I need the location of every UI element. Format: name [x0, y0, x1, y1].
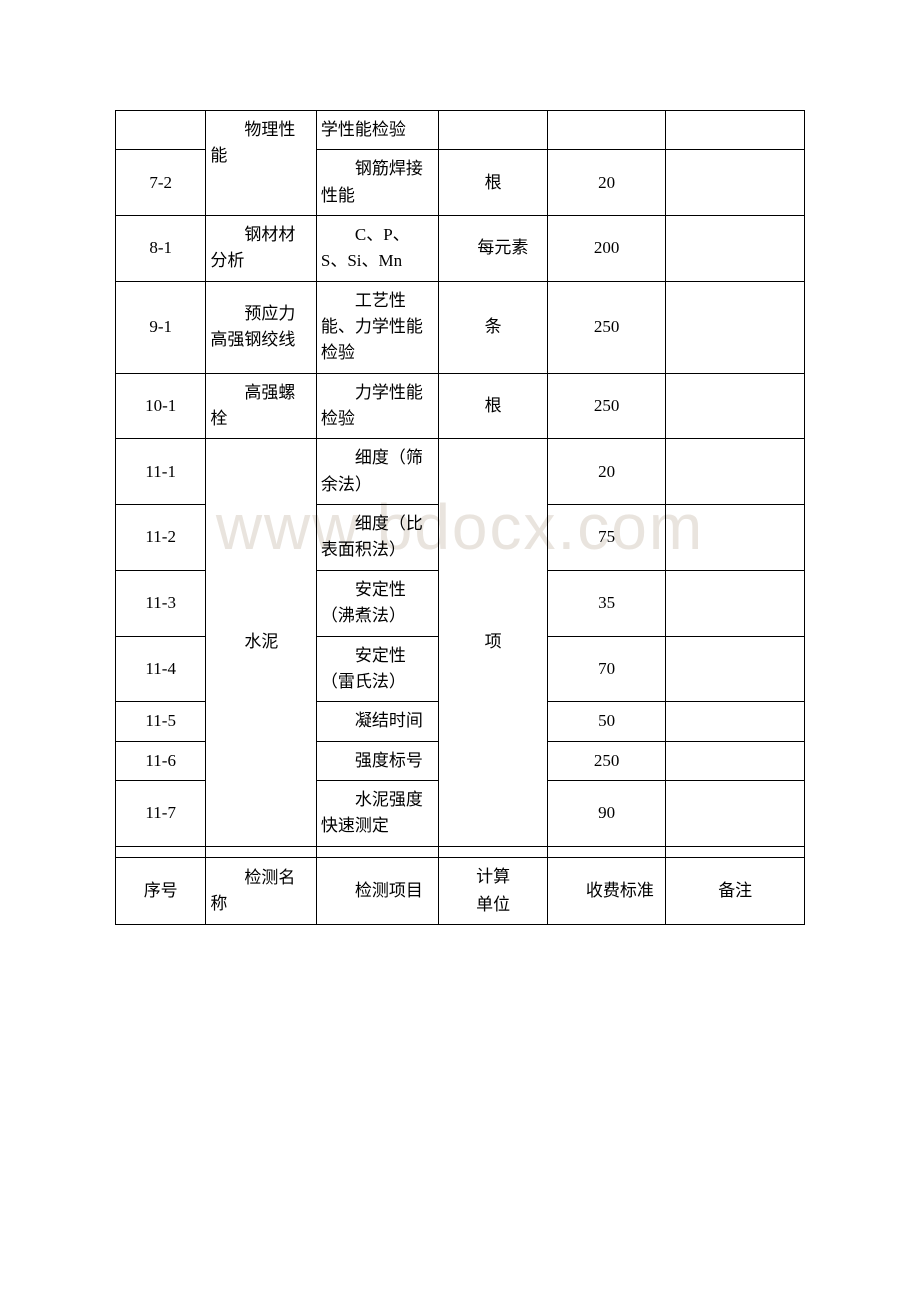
col-header-index: 序号 [116, 857, 206, 925]
cell-item: C、P、S、Si、Mn [316, 216, 439, 282]
col-header-name: 检测名称 [206, 857, 316, 925]
cell-index [116, 111, 206, 150]
table-row: 11-1 水泥 细度（筛余法） 项 20 [116, 439, 805, 505]
cell-note [666, 570, 805, 636]
cell-fee: 200 [547, 216, 666, 282]
cell-index: 9-1 [116, 281, 206, 373]
cell-item: 安定性（沸煮法） [316, 570, 439, 636]
cell-name: 预应力高强钢绞线 [206, 281, 316, 373]
cell-fee: 250 [547, 741, 666, 780]
cell-name: 水泥 [206, 439, 316, 846]
cell-fee: 35 [547, 570, 666, 636]
cell-item: 工艺性能、力学性能检验 [316, 281, 439, 373]
cell-fee: 250 [547, 281, 666, 373]
cell-note [666, 111, 805, 150]
cell-name: 物理性能 [206, 111, 316, 216]
cell-fee [547, 111, 666, 150]
cell-fee: 250 [547, 373, 666, 439]
table-row: 10-1 高强螺栓 力学性能检验 根 250 [116, 373, 805, 439]
cell-item: 水泥强度快速测定 [316, 780, 439, 846]
cell-note [666, 281, 805, 373]
cell-fee: 75 [547, 505, 666, 571]
cell-note [666, 439, 805, 505]
cell-note [666, 216, 805, 282]
col-header-note: 备注 [666, 857, 805, 925]
cell-name: 钢材材分析 [206, 216, 316, 282]
cell-note [666, 505, 805, 571]
cell-unit: 根 [439, 373, 547, 439]
cell-index: 11-4 [116, 636, 206, 702]
cell-fee: 90 [547, 780, 666, 846]
table-row: 物理性能 学性能检验 [116, 111, 805, 150]
cell-index: 11-7 [116, 780, 206, 846]
pricing-table: 物理性能 学性能检验 7-2 钢筋焊接性能 根 20 [115, 110, 805, 925]
document-page: www.bdocx.com 物理性能 学性能检验 7-2 [0, 0, 920, 1302]
cell-unit: 项 [439, 439, 547, 846]
cell-unit: 每元素 [439, 216, 547, 282]
table-spacer-row [116, 846, 805, 857]
cell-note [666, 636, 805, 702]
cell-unit [439, 111, 547, 150]
cell-item: 学性能检验 [316, 111, 439, 150]
cell-index: 11-1 [116, 439, 206, 505]
cell-item: 强度标号 [316, 741, 439, 780]
cell-index: 11-3 [116, 570, 206, 636]
table-row: 9-1 预应力高强钢绞线 工艺性能、力学性能检验 条 250 [116, 281, 805, 373]
cell-index: 8-1 [116, 216, 206, 282]
col-header-unit: 计算 单位 [439, 857, 547, 925]
cell-unit: 条 [439, 281, 547, 373]
cell-note [666, 741, 805, 780]
cell-item: 钢筋焊接性能 [316, 150, 439, 216]
cell-index: 11-2 [116, 505, 206, 571]
cell-note [666, 373, 805, 439]
cell-unit: 根 [439, 150, 547, 216]
cell-fee: 20 [547, 150, 666, 216]
col-header-item: 检测项目 [316, 857, 439, 925]
cell-item: 细度（比表面积法） [316, 505, 439, 571]
cell-item: 细度（筛余法） [316, 439, 439, 505]
cell-fee: 70 [547, 636, 666, 702]
cell-item: 安定性（雷氏法） [316, 636, 439, 702]
cell-fee: 50 [547, 702, 666, 741]
cell-note [666, 702, 805, 741]
cell-index: 10-1 [116, 373, 206, 439]
cell-item: 力学性能检验 [316, 373, 439, 439]
cell-index: 7-2 [116, 150, 206, 216]
table-row: 8-1 钢材材分析 C、P、S、Si、Mn 每元素 200 [116, 216, 805, 282]
cell-item: 凝结时间 [316, 702, 439, 741]
cell-note [666, 780, 805, 846]
col-header-fee: 收费标准 [547, 857, 666, 925]
cell-index: 11-5 [116, 702, 206, 741]
cell-index: 11-6 [116, 741, 206, 780]
table-header-row: 序号 检测名称 检测项目 计算 单位 收费标准 备注 [116, 857, 805, 925]
cell-fee: 20 [547, 439, 666, 505]
cell-note [666, 150, 805, 216]
cell-name: 高强螺栓 [206, 373, 316, 439]
